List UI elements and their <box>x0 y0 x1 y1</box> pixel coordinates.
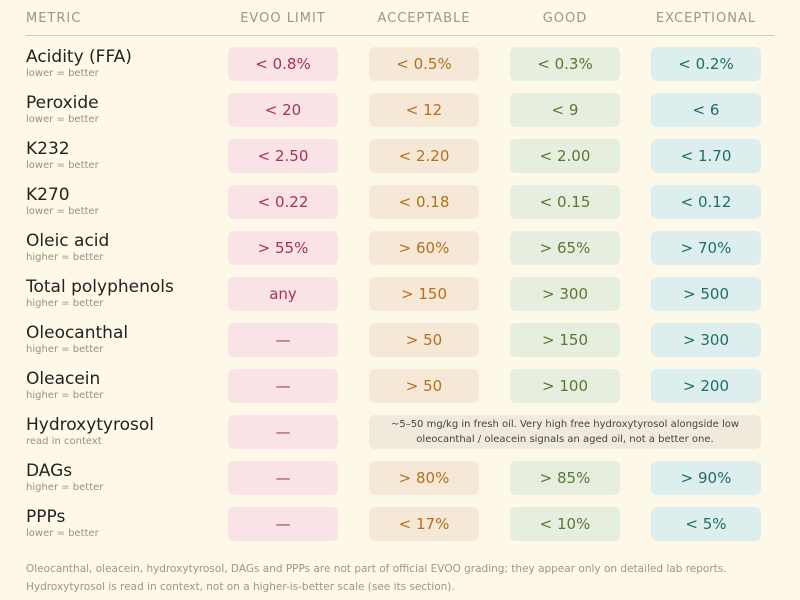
metric-direction: higher = better <box>26 344 104 355</box>
table-row: K270 lower = better < 0.22 < 0.18 < 0.15… <box>26 179 774 225</box>
good-value: < 10% <box>510 507 620 541</box>
good-value: > 85% <box>510 461 620 495</box>
acceptable-value: < 0.18 <box>369 185 479 219</box>
metric-cell: Acidity (FFA) lower = better <box>26 49 228 79</box>
table-header: METRIC EVOO LIMIT ACCEPTABLE GOOD EXCEPT… <box>26 0 774 36</box>
acceptable-value: < 17% <box>369 507 479 541</box>
metric-cell: Total polyphenols higher = better <box>26 279 228 309</box>
table-row: PPPs lower = better — < 17% < 10% < 5% <box>26 501 774 547</box>
metric-name: K270 <box>26 185 70 205</box>
evoo-limit-value: < 20 <box>228 93 338 127</box>
exceptional-value: < 0.12 <box>651 185 761 219</box>
metric-direction: higher = better <box>26 298 104 309</box>
metric-name: Oleacein <box>26 369 101 389</box>
table-row: Oleocanthal higher = better — > 50 > 150… <box>26 317 774 363</box>
header-evoo-limit: EVOO LIMIT <box>240 11 326 26</box>
acceptable-value: < 0.5% <box>369 47 479 81</box>
metric-name: Oleocanthal <box>26 323 129 343</box>
table-row: Oleic acid higher = better > 55% > 60% >… <box>26 225 774 271</box>
metric-name: Total polyphenols <box>26 277 174 297</box>
evoo-limit-value: — <box>228 323 338 357</box>
footnote: Oleocanthal, oleacein, hydroxytyrosol, D… <box>26 560 774 596</box>
metric-cell: PPPs lower = better <box>26 509 228 539</box>
acceptable-value: > 60% <box>369 231 479 265</box>
metric-cell: Hydroxytyrosol read in context <box>26 417 228 447</box>
acceptable-value: < 12 <box>369 93 479 127</box>
metric-name: Acidity (FFA) <box>26 47 132 67</box>
good-value: > 100 <box>510 369 620 403</box>
acceptable-value: < 2.20 <box>369 139 479 173</box>
metric-direction: lower = better <box>26 160 99 171</box>
header-metric: METRIC <box>26 11 82 26</box>
evoo-limit-value: — <box>228 369 338 403</box>
evoo-limit-value: < 2.50 <box>228 139 338 173</box>
good-value: < 2.00 <box>510 139 620 173</box>
acceptable-value: > 80% <box>369 461 479 495</box>
table-row: K232 lower = better < 2.50 < 2.20 < 2.00… <box>26 133 774 179</box>
exceptional-value: < 5% <box>651 507 761 541</box>
metric-direction: read in context <box>26 436 102 447</box>
exceptional-value: > 300 <box>651 323 761 357</box>
metric-name: Hydroxytyrosol <box>26 415 154 435</box>
metric-direction: lower = better <box>26 114 99 125</box>
exceptional-value: < 6 <box>651 93 761 127</box>
metric-direction: higher = better <box>26 482 104 493</box>
metric-cell: Oleocanthal higher = better <box>26 325 228 355</box>
evoo-limit-value: — <box>228 507 338 541</box>
metric-name: Oleic acid <box>26 231 110 251</box>
metric-cell: Peroxide lower = better <box>26 95 228 125</box>
metric-cell: K232 lower = better <box>26 141 228 171</box>
evoo-limit-value: — <box>228 461 338 495</box>
header-good: GOOD <box>542 11 588 26</box>
good-value: > 150 <box>510 323 620 357</box>
context-note: ~5–50 mg/kg in fresh oil. Very high free… <box>369 415 761 449</box>
metric-name: Peroxide <box>26 93 99 113</box>
table-row: Oleacein higher = better — > 50 > 100 > … <box>26 363 774 409</box>
grading-table: METRIC EVOO LIMIT ACCEPTABLE GOOD EXCEPT… <box>26 0 774 547</box>
metric-direction: higher = better <box>26 252 104 263</box>
good-value: < 9 <box>510 93 620 127</box>
acceptable-value: > 50 <box>369 323 479 357</box>
metric-cell: K270 lower = better <box>26 187 228 217</box>
evoo-limit-value: > 55% <box>228 231 338 265</box>
exceptional-value: < 1.70 <box>651 139 761 173</box>
exceptional-value: > 500 <box>651 277 761 311</box>
good-value: < 0.3% <box>510 47 620 81</box>
evoo-limit-value: — <box>228 415 338 449</box>
metric-name: DAGs <box>26 461 73 481</box>
exceptional-value: > 90% <box>651 461 761 495</box>
exceptional-value: > 70% <box>651 231 761 265</box>
good-value: < 0.15 <box>510 185 620 219</box>
metric-cell: Oleic acid higher = better <box>26 233 228 263</box>
metric-direction: lower = better <box>26 68 99 79</box>
evoo-limit-value: < 0.8% <box>228 47 338 81</box>
exceptional-value: > 200 <box>651 369 761 403</box>
metric-name: K232 <box>26 139 70 159</box>
evoo-limit-value: < 0.22 <box>228 185 338 219</box>
footnote-line-2: Hydroxytyrosol is read in context, not o… <box>26 581 455 593</box>
metric-cell: Oleacein higher = better <box>26 371 228 401</box>
table-row: DAGs higher = better — > 80% > 85% > 90% <box>26 455 774 501</box>
footnote-line-1: Oleocanthal, oleacein, hydroxytyrosol, D… <box>26 563 727 575</box>
header-acceptable: ACCEPTABLE <box>377 11 471 26</box>
metric-direction: lower = better <box>26 528 99 539</box>
acceptable-value: > 50 <box>369 369 479 403</box>
good-value: > 65% <box>510 231 620 265</box>
table-row: Hydroxytyrosol read in context — ~5–50 m… <box>26 409 774 455</box>
table-row: Total polyphenols higher = better any > … <box>26 271 774 317</box>
metric-direction: higher = better <box>26 390 104 401</box>
evoo-limit-value: any <box>228 277 338 311</box>
metric-direction: lower = better <box>26 206 99 217</box>
acceptable-value: > 150 <box>369 277 479 311</box>
metric-name: PPPs <box>26 507 66 527</box>
exceptional-value: < 0.2% <box>651 47 761 81</box>
table-row: Acidity (FFA) lower = better < 0.8% < 0.… <box>26 41 774 87</box>
header-exceptional: EXCEPTIONAL <box>655 11 757 26</box>
table-row: Peroxide lower = better < 20 < 12 < 9 < … <box>26 87 774 133</box>
metric-cell: DAGs higher = better <box>26 463 228 493</box>
good-value: > 300 <box>510 277 620 311</box>
